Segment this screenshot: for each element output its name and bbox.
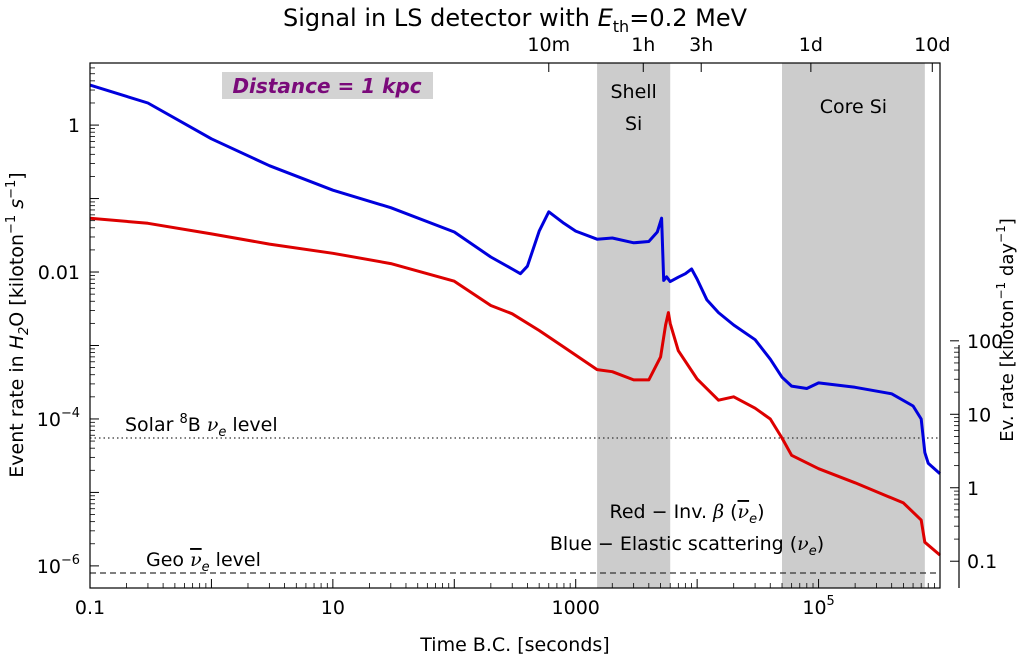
reference-label-0-sup: 8	[179, 412, 187, 427]
reference-label-0-suffix: level	[226, 414, 277, 436]
legend-red-nu: ν	[738, 501, 750, 523]
y-tick-label-2: 10−4	[37, 406, 80, 431]
band-0-label-2: Si	[625, 113, 642, 135]
y2label-sup1: −1	[994, 282, 1008, 300]
ylabel-suffix: ]	[6, 172, 28, 179]
ylabel-sup2: −1	[4, 180, 19, 199]
title-prefix: Signal in LS detector with	[283, 4, 598, 32]
y2-axis-label: Ev. rate [kiloton−1 day−1]	[994, 218, 1018, 442]
y-tick-label-3-exp: −6	[61, 553, 80, 568]
y-axis-label: Event rate in H2O [kiloton−1 s−1]	[4, 172, 32, 477]
band-0-label-1: Shell	[610, 81, 656, 103]
legend-blue: Blue − Elastic scattering (νe)	[550, 533, 824, 559]
chart-title: Signal in LS detector with Eth=0.2 MeV	[283, 4, 748, 36]
plot-frame	[89, 62, 941, 589]
reference-label-1-prefix: Geo	[146, 549, 190, 571]
ylabel-var: H	[6, 335, 28, 349]
right-axis-ticks: 100 10 1 0.1	[950, 331, 1003, 573]
legend-blue-nu: ν	[797, 533, 809, 555]
reference-label-0: Solar 8B νe level	[125, 412, 278, 440]
top-tick-label-4: 10d	[914, 34, 950, 56]
y-tick-label-0: 1	[68, 115, 80, 137]
ylabel-sub: 2	[17, 327, 32, 335]
series-inverse-beta	[89, 216, 941, 557]
right-tick-label-0: 100	[967, 331, 1003, 353]
title-var: E	[598, 4, 614, 32]
x-tick-label-3-exp: 5	[827, 594, 835, 609]
reference-label-0-nu: ν	[207, 414, 219, 436]
series-elastic-scattering	[89, 83, 941, 475]
x-tick-label-3-base: 10	[802, 597, 826, 619]
top-tick-label-0: 10m	[527, 34, 570, 56]
y-tick-label-2-base: 10	[37, 409, 61, 431]
reference-label-0-sub: e	[218, 425, 226, 440]
x-tick-label-0-base: 0.1	[75, 597, 105, 619]
x-tick-label-2: 1000	[552, 597, 600, 619]
y2label-suffix: ]	[997, 218, 1018, 225]
x-tick-label-2-base: 1000	[552, 597, 600, 619]
band-0	[597, 63, 671, 588]
legend-red-paren-open: (	[724, 501, 737, 523]
top-tick-label-1: 1h	[631, 34, 655, 56]
band-1-label-1: Core Si	[820, 96, 887, 118]
ylabel-mid2: s	[6, 199, 28, 215]
legend-red-prefix: Red − Inv.	[609, 501, 713, 523]
reference-label-1-nu: ν	[190, 549, 202, 571]
title-sub: th	[613, 17, 629, 36]
reference-label-1-sub: e	[202, 560, 210, 575]
reference-label-1-suffix: level	[210, 549, 261, 571]
legend-red: Red − Inv. β (νe)	[609, 501, 764, 527]
legend-blue-paren-open: (	[790, 533, 797, 555]
top-tick-label-2: 3h	[689, 34, 713, 56]
x-tick-label-1: 10	[321, 597, 345, 619]
y-tick-label-1: 0.01	[38, 262, 80, 284]
x-axis-label: Time B.C. [seconds]	[419, 634, 609, 656]
ylabel-mid: O [kiloton	[6, 234, 28, 327]
y2label-mid: day	[997, 243, 1018, 282]
x-tick-label-0: 0.1	[75, 597, 105, 619]
data-series	[89, 83, 941, 557]
right-tick-label-1: 10	[967, 404, 991, 426]
distance-annotation: Distance = 1 kpc	[232, 74, 421, 98]
top-tick-label-3: 1d	[799, 34, 823, 56]
x-tick-label-1-base: 10	[321, 597, 345, 619]
legend-red-sub: e	[749, 512, 757, 527]
right-tick-label-2: 1	[967, 478, 979, 500]
legend-red-beta: β	[712, 501, 724, 523]
y-tick-label-0-base: 1	[68, 115, 80, 137]
band-1	[782, 63, 925, 588]
ylabel-prefix: Event rate in	[6, 349, 28, 477]
y-tick-label-3: 10−6	[37, 553, 80, 578]
legend-red-paren-close: )	[757, 501, 764, 523]
y2label-sup2: −1	[994, 225, 1008, 243]
right-tick-label-3: 0.1	[967, 551, 997, 573]
legend-blue-sub: e	[809, 544, 817, 559]
title-suffix: =0.2 MeV	[629, 4, 747, 32]
y-tick-label-1-base: 0.01	[38, 262, 80, 284]
legend-blue-prefix: Blue − Elastic scattering	[550, 533, 790, 555]
reference-label-0-prefix: Solar	[125, 414, 179, 436]
y-tick-label-2-exp: −4	[61, 406, 80, 421]
y-tick-label-3-base: 10	[37, 556, 61, 578]
y2label-prefix: Ev. rate [kiloton	[997, 299, 1018, 441]
x-tick-label-3: 105	[802, 594, 834, 619]
ylabel-sup1: −1	[4, 215, 19, 234]
legend-blue-paren-close: )	[817, 533, 824, 555]
distance-box	[222, 72, 433, 99]
reference-label-0-mid: B	[188, 414, 207, 436]
reference-label-1: Geo νe level	[146, 549, 261, 575]
